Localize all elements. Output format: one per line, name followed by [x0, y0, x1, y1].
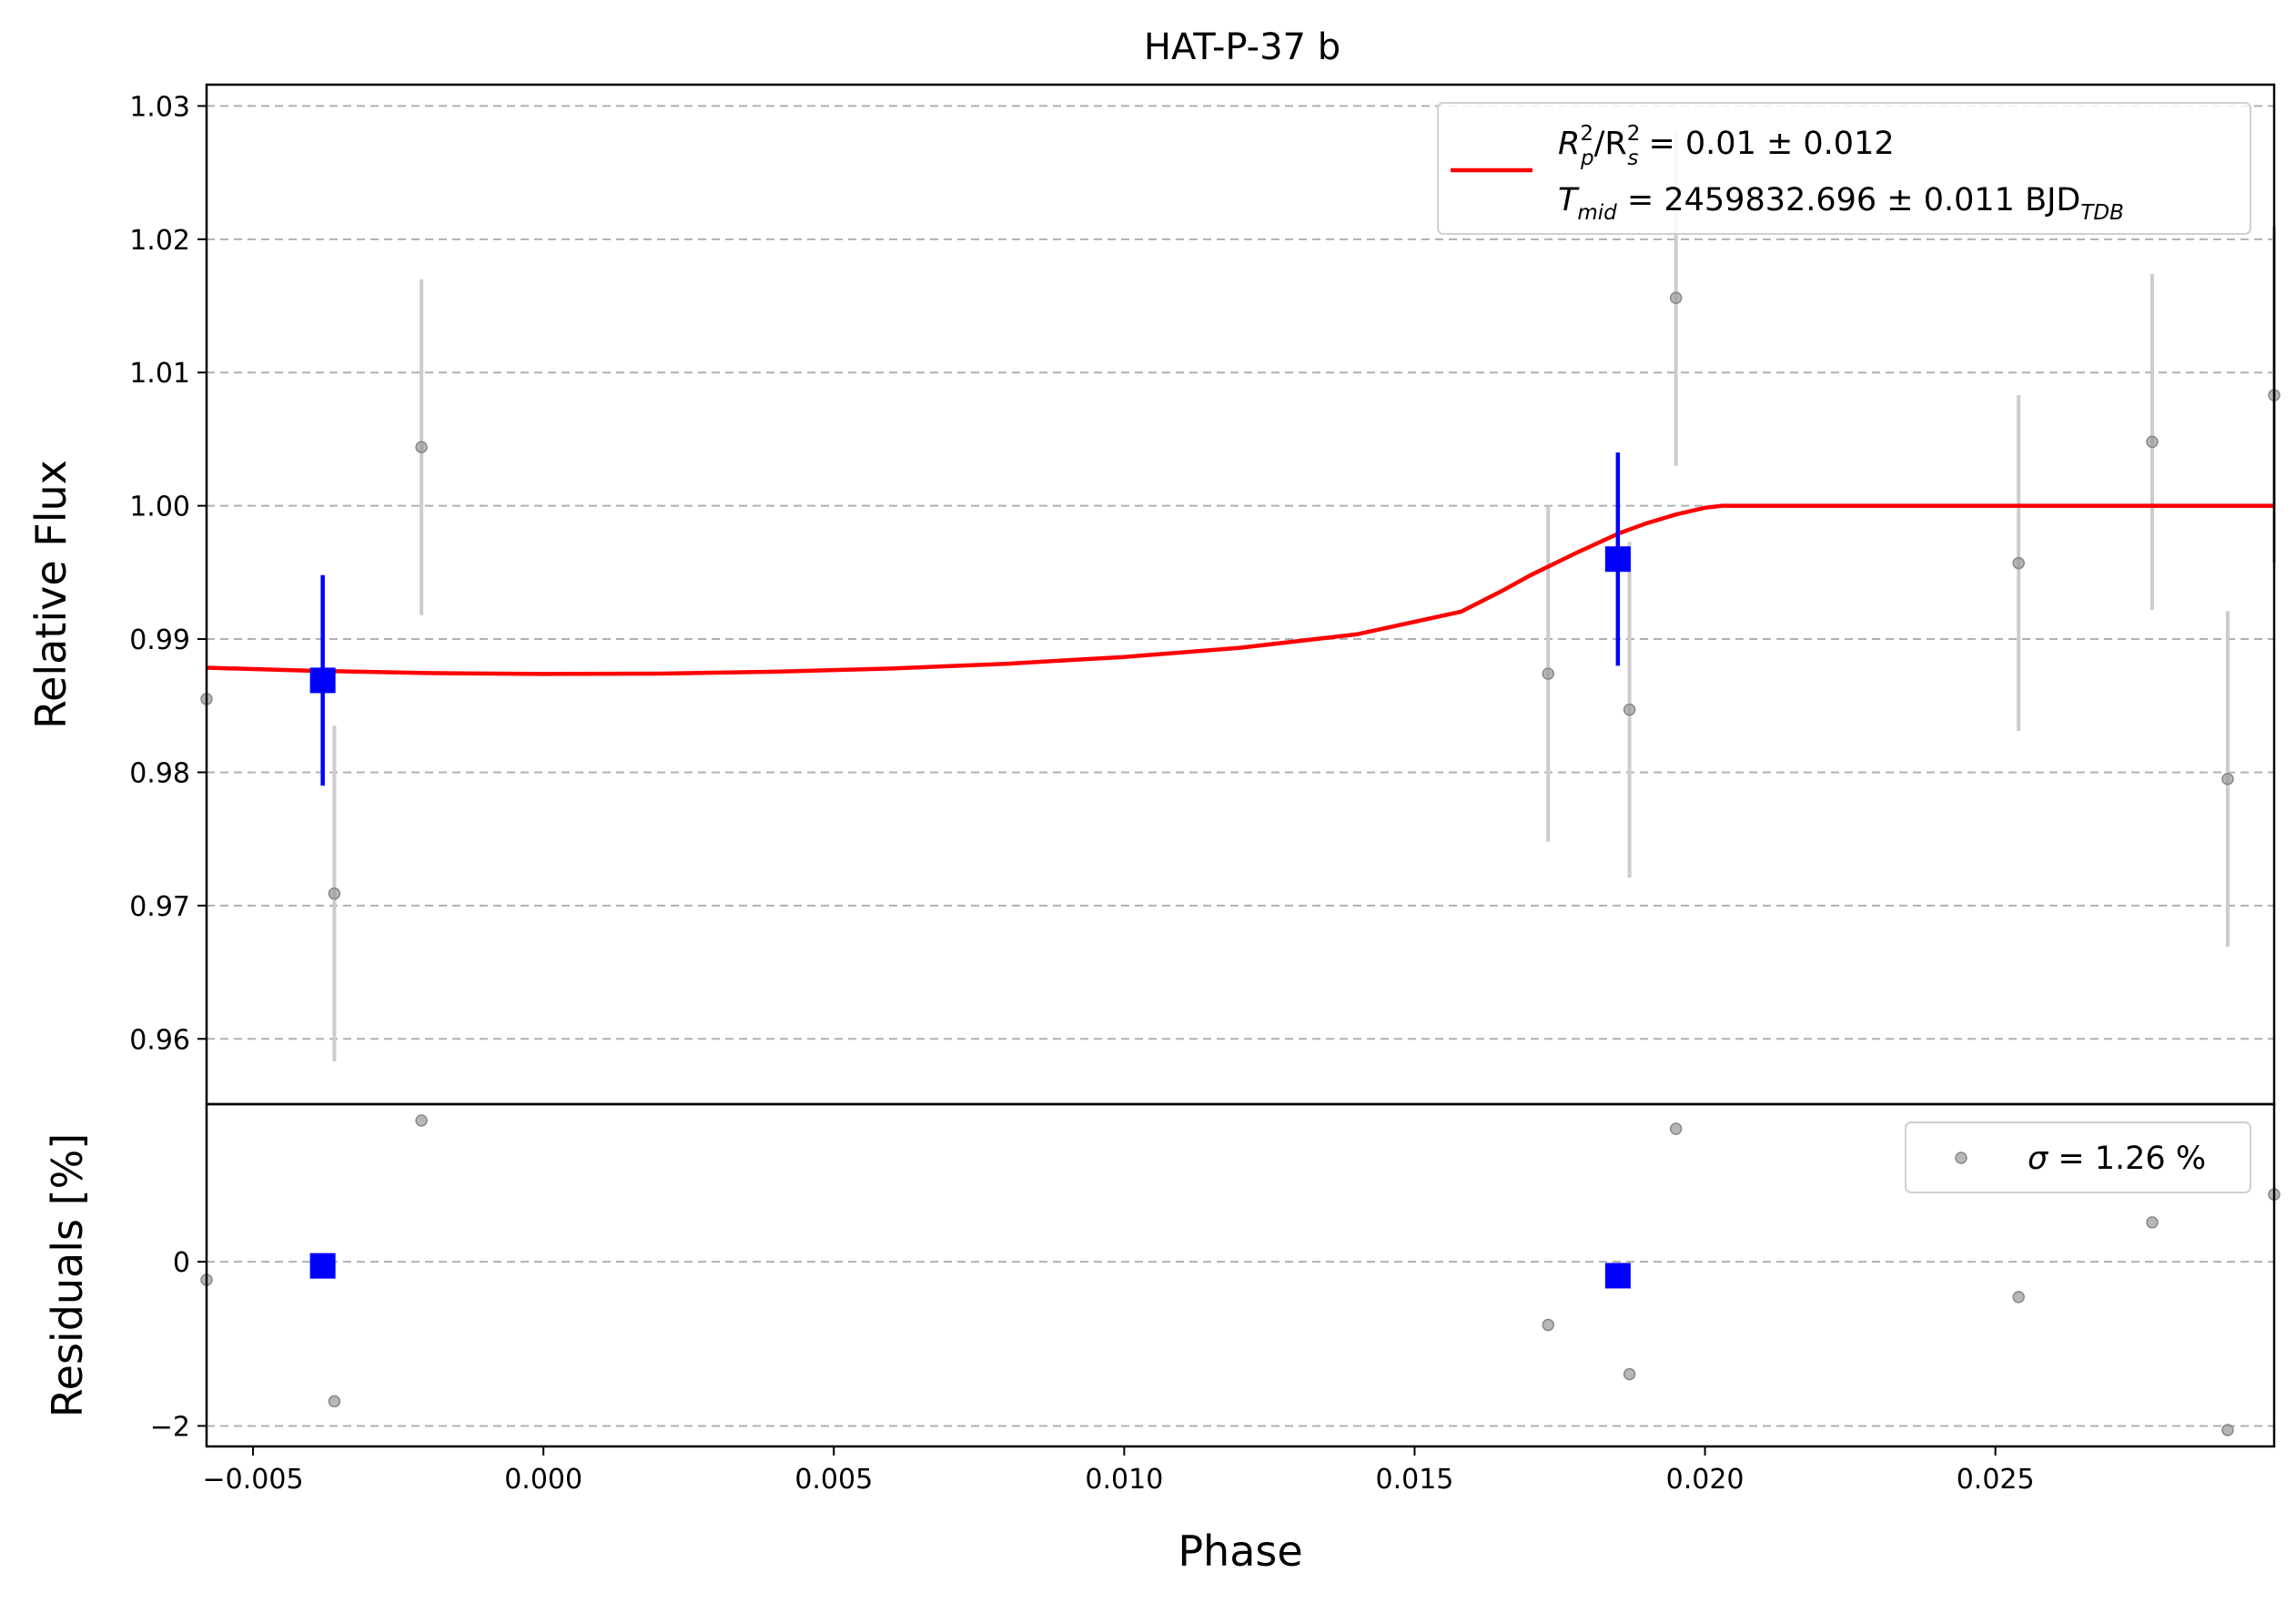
- top-data-point: [2012, 556, 2025, 570]
- legend-data-swatch: [1955, 1152, 1967, 1164]
- top-data-point: [328, 887, 341, 900]
- top-y-tick-label: 1.01: [129, 358, 190, 390]
- top-errorbars: [332, 129, 2276, 1062]
- bottom-data-point: [2221, 1424, 2234, 1436]
- bottom-data-point: [415, 1114, 428, 1127]
- bottom-binned-points: [309, 1253, 1631, 1289]
- x-axis-label: Phase: [1178, 1527, 1302, 1576]
- top-y-ticks: 0.96 0.97 0.98 0.99 1.00 1.01 1.02 1.03: [129, 91, 207, 1056]
- x-tick-label: −0.005: [203, 1464, 304, 1496]
- bottom-y-ticks: −2 0: [150, 1247, 207, 1443]
- bottom-data-point: [1669, 1122, 1683, 1135]
- top-binned-point: [1604, 546, 1631, 573]
- bottom-panel-frame: [205, 1102, 2276, 1448]
- top-panel-frame: [205, 83, 2276, 1106]
- top-grid: [207, 105, 2274, 1040]
- bottom-panel: −2 0 Residuals [%] σ = 1.26 %: [43, 1102, 2281, 1448]
- top-y-axis-label: Relative Flux: [26, 460, 76, 729]
- top-data-point: [2221, 773, 2234, 786]
- bottom-y-axis-label: Residuals [%]: [43, 1133, 92, 1417]
- top-data-point: [1623, 703, 1636, 716]
- model-curve: [206, 503, 2274, 676]
- x-tick-label: 0.000: [504, 1464, 582, 1496]
- bottom-binned-point: [1604, 1263, 1631, 1289]
- bottom-binned-point: [309, 1253, 336, 1279]
- x-tick-label: 0.015: [1376, 1464, 1454, 1496]
- bottom-grid: [207, 1261, 2274, 1427]
- bottom-data-point: [328, 1395, 341, 1408]
- legend-tmid-label: Tmid = 2459832.696 ± 0.011 BJDTDB: [1558, 182, 2124, 225]
- bottom-y-tick-label: −2: [150, 1411, 190, 1443]
- top-legend: R2 p/R2 s = 0.01 ± 0.012 Tmid = 2459832.69…: [1437, 102, 2251, 235]
- top-binned-point: [309, 667, 336, 694]
- bottom-data-point: [1623, 1367, 1636, 1381]
- bottom-y-tick-label: 0: [173, 1247, 190, 1279]
- bottom-legend: σ = 1.26 %: [1905, 1121, 2251, 1193]
- top-y-tick-label: 0.99: [129, 624, 190, 656]
- top-panel: 0.96 0.97 0.98 0.99 1.00 1.01 1.02 1.03 Relativ…: [26, 83, 2281, 1106]
- top-y-tick-label: 0.97: [129, 891, 190, 923]
- legend-sigma-label: σ = 1.26 %: [2028, 1141, 2206, 1177]
- x-tick-label: 0.020: [1666, 1464, 1745, 1496]
- top-binned-points: [309, 452, 1631, 786]
- top-legend-box: [1437, 102, 2251, 235]
- top-data-point: [415, 441, 428, 453]
- bottom-data-point: [2012, 1291, 2025, 1304]
- bottom-data-point: [1542, 1318, 1554, 1332]
- chart-title: HAT-P-37 b: [1144, 26, 1340, 68]
- top-y-tick-label: 1.00: [129, 492, 190, 523]
- legend-rp-rs-label: R2 p/R2 s = 0.01 ± 0.012: [1558, 122, 1895, 170]
- top-y-tick-label: 1.03: [129, 91, 190, 123]
- top-data-point: [1669, 291, 1683, 304]
- bottom-legend-box: [1905, 1121, 2251, 1193]
- top-data-point: [2146, 435, 2159, 449]
- top-y-tick-label: 0.96: [129, 1024, 190, 1056]
- top-data-point: [1542, 667, 1554, 680]
- x-tick-label: 0.025: [1957, 1464, 2035, 1496]
- top-points: [200, 291, 2281, 900]
- top-y-tick-label: 0.98: [129, 757, 190, 789]
- bottom-data-point: [2146, 1216, 2159, 1229]
- x-ticks: −0.005 0.000 0.005 0.010 0.015 0.020 0.025: [203, 1446, 2035, 1496]
- top-y-tick-label: 1.02: [129, 225, 190, 257]
- x-tick-label: 0.010: [1085, 1464, 1163, 1496]
- x-tick-label: 0.005: [794, 1464, 873, 1496]
